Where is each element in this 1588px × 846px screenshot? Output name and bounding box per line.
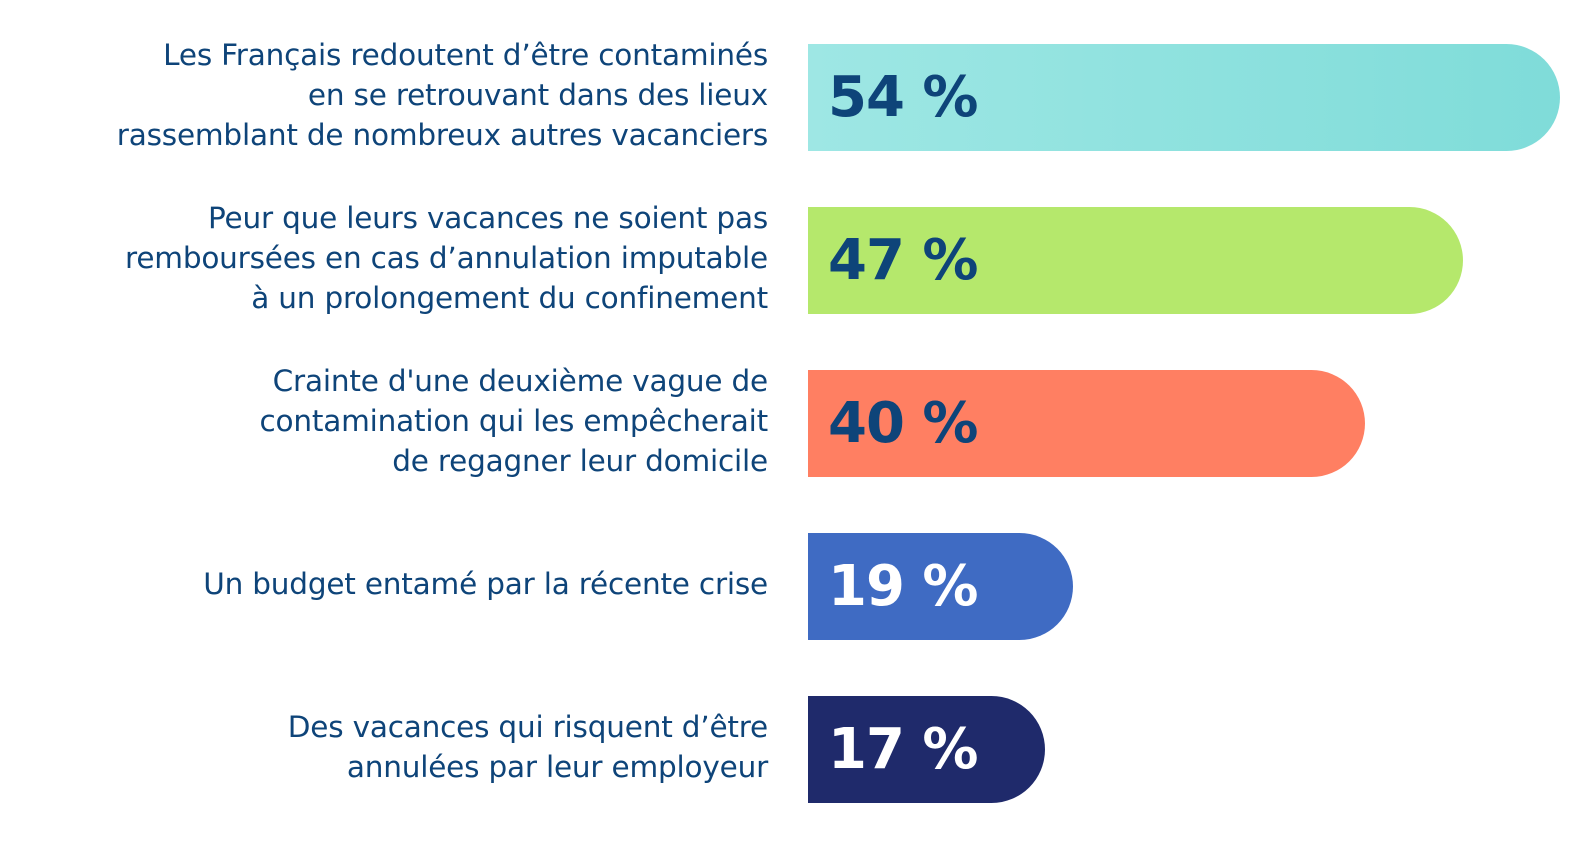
category-label-line: Crainte d'une deuxième vague de bbox=[272, 363, 769, 398]
category-label-line: contamination qui les empêcherait bbox=[259, 403, 769, 438]
bar: 19 % bbox=[808, 533, 1073, 640]
bar: 40 % bbox=[808, 370, 1365, 477]
bar: 17 % bbox=[808, 696, 1045, 803]
bar-value-label: 54 % bbox=[828, 65, 979, 130]
bar: 47 % bbox=[808, 207, 1463, 314]
bar-value-label: 19 % bbox=[828, 554, 979, 619]
bar-value-label: 40 % bbox=[828, 391, 979, 456]
category-label-line: Des vacances qui risquent d’être bbox=[287, 709, 768, 744]
bar-value-label: 17 % bbox=[828, 717, 979, 782]
category-label-line: de regagner leur domicile bbox=[392, 443, 768, 478]
category-label: Des vacances qui risquent d’être annulées… bbox=[40, 707, 768, 787]
category-label: Un budget entamé par la récente crise bbox=[40, 564, 768, 604]
bar: 54 % bbox=[808, 44, 1560, 151]
category-label-line: Un budget entamé par la récente crise bbox=[203, 566, 768, 601]
category-label-line: rassemblant de nombreux autres vacancier… bbox=[116, 117, 768, 152]
category-label-line: à un prolongement du confinement bbox=[251, 280, 768, 315]
category-label-line: annulées par leur employeur bbox=[346, 749, 768, 784]
category-label: Les Français redoutent d’être contaminés… bbox=[40, 35, 768, 155]
category-label-line: Peur que leurs vacances ne soient pas bbox=[208, 200, 768, 235]
category-label-line: en se retrouvant dans des lieux bbox=[307, 77, 768, 112]
category-label-line: Les Français redoutent d’être contaminés bbox=[163, 37, 768, 72]
bar-value-label: 47 % bbox=[828, 228, 979, 293]
category-label-line: remboursées en cas d’annulation imputabl… bbox=[125, 240, 768, 275]
category-label: Peur que leurs vacances ne soient pas rem… bbox=[40, 198, 768, 318]
category-label: Crainte d'une deuxième vague de contamina… bbox=[40, 361, 769, 481]
